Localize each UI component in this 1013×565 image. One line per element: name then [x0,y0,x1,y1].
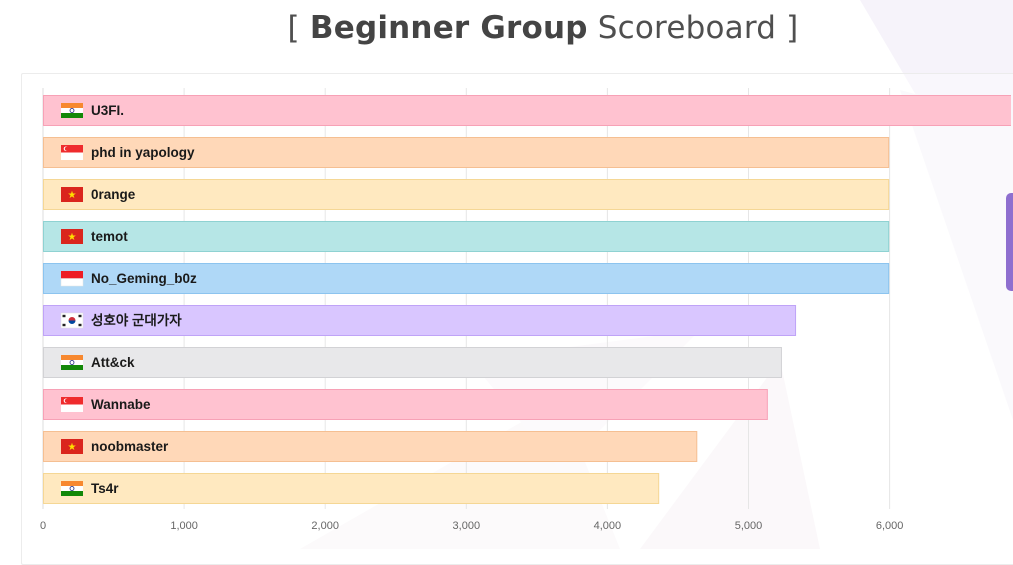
bar-row[interactable]: No_Geming_b0z [43,263,890,294]
india-flag-icon [61,481,83,496]
singapore-flag-icon [61,397,83,412]
bar-row[interactable]: 성호야 군대가자 [43,305,797,336]
svg-text:★: ★ [68,442,77,453]
team-name-label: Ts4r [91,481,119,496]
team-name-label: Att&ck [91,355,135,370]
side-panel-tab[interactable] [1006,193,1013,291]
score-bar[interactable] [43,179,890,210]
team-name-label: phd in yapology [91,145,195,160]
team-name-label: temot [91,229,128,244]
score-bar[interactable] [43,221,890,252]
india-flag-icon [61,355,83,370]
team-name-label: 0range [91,187,136,202]
x-tick-label: 5,000 [735,520,763,532]
score-bar[interactable] [43,389,768,420]
bars: U3FI. phd in yapology ★ 0range ★ temot No_Gemi… [43,95,1013,504]
team-name-label: U3FI. [91,103,124,118]
x-tick-label: 0 [40,520,46,532]
score-bar[interactable] [43,347,782,378]
title-scoreboard-word: Scoreboard [597,10,777,46]
south-korea-flag-icon [60,312,84,329]
x-tick-label: 6,000 [876,520,904,532]
bar-row[interactable]: ★ noobmaster [43,431,698,462]
svg-text:★: ★ [68,190,77,201]
score-bar[interactable] [43,431,698,462]
singapore-flag-icon [61,145,83,160]
scoreboard-chart: U3FI. phd in yapology ★ 0range ★ temot No_Gemi… [40,88,1013,532]
svg-text:★: ★ [68,232,77,243]
score-bar[interactable] [43,137,890,168]
bar-row[interactable]: ★ temot [43,221,890,252]
x-tick-label: 1,000 [170,520,198,532]
team-name-label: 성호야 군대가자 [91,312,182,328]
score-bar[interactable] [43,305,797,336]
x-tick-label: 3,000 [453,520,481,532]
score-bar[interactable] [43,263,890,294]
title-group-name: Beginner Group [309,10,588,46]
bar-row[interactable]: Ts4r [43,473,660,504]
bar-row[interactable]: U3FI. [43,95,1013,126]
team-name-label: noobmaster [91,439,169,454]
vietnam-flag-icon: ★ [61,229,83,244]
x-tick-label: 2,000 [311,520,339,532]
x-tick-label: 4,000 [594,520,622,532]
vietnam-flag-icon: ★ [61,187,83,202]
bar-row[interactable]: ★ 0range [43,179,890,210]
bar-row[interactable]: Att&ck [43,347,782,378]
bar-row[interactable]: phd in yapology [43,137,890,168]
bar-row[interactable]: Wannabe [43,389,768,420]
x-axis-ticks: 0 1,000 2,000 3,000 4,000 5,000 6,000 [40,520,903,532]
vietnam-flag-icon: ★ [61,439,83,454]
title-close-bracket: ] [786,10,799,46]
india-flag-icon [61,103,83,118]
title-open-bracket: [ [287,10,300,46]
team-name-label: No_Geming_b0z [91,271,197,286]
score-bar[interactable] [43,473,660,504]
indonesia-flag-icon [60,271,84,287]
team-name-label: Wannabe [91,397,151,412]
page-title: [ Beginner Group Scoreboard ] [0,10,1013,46]
score-bar[interactable] [43,95,1013,126]
